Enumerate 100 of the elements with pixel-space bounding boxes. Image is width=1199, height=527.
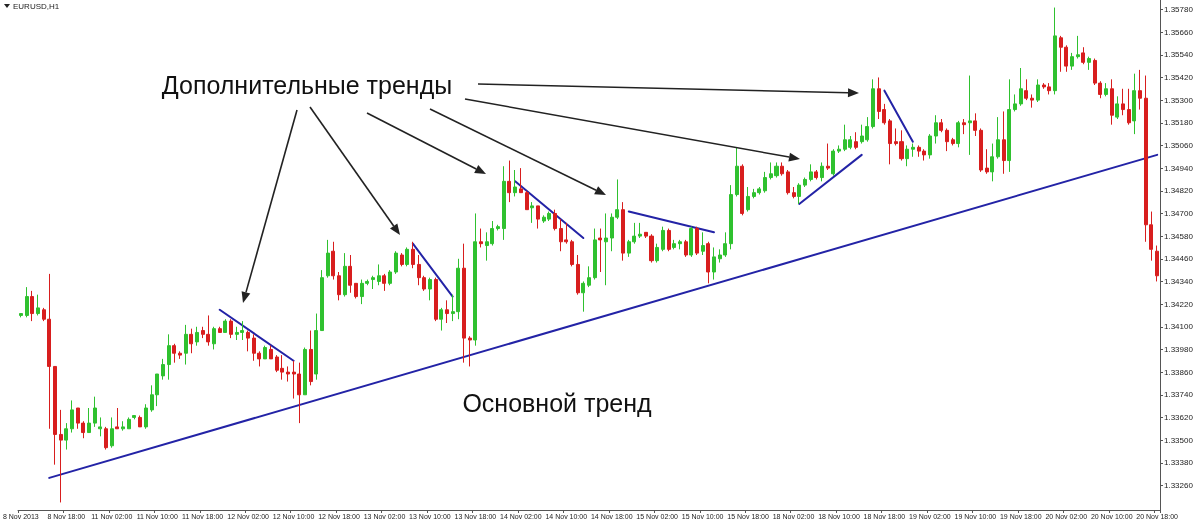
candlestick [30,290,34,322]
y-tick-label: 1.35660 [1164,27,1194,37]
y-tick-label: 1.34820 [1164,186,1194,196]
candlestick [934,114,938,145]
candlestick [1132,73,1136,135]
candlestick [581,280,585,313]
candlestick [184,324,188,366]
candlestick [1104,82,1108,97]
candlestick [667,228,671,252]
candlestick [996,116,1000,160]
candlestick [1127,88,1131,126]
candlestick [1013,93,1017,112]
candlestick [598,228,602,273]
candlestick [672,239,676,250]
candlestick [98,416,102,437]
candlestick [792,186,796,199]
y-tick-label: 1.34580 [1164,231,1194,241]
candlestick [871,78,875,129]
candlestick [712,246,716,281]
y-tick-label: 1.33620 [1164,412,1194,422]
y-tick-label: 1.33260 [1164,480,1194,490]
candlestick [309,330,313,386]
candlestick [939,118,943,133]
candlestick [303,347,307,396]
candlestick [888,118,892,165]
candlestick [468,335,472,367]
y-tick-label: 1.34940 [1164,163,1194,173]
candlestick [1076,35,1080,60]
candlestick [64,422,68,451]
candlestick [945,127,949,152]
candlestick [343,252,347,298]
candlestick [797,182,801,205]
candlestick [826,143,830,171]
candlestick [496,224,500,231]
candlestick [371,275,375,290]
y-tick-label: 1.33860 [1164,367,1194,377]
candlestick [428,277,432,301]
candlestick [837,144,841,154]
y-tick-label: 1.33740 [1164,390,1194,400]
y-tick-label: 1.35060 [1164,140,1194,150]
candlestick [530,201,534,224]
candlestick [968,75,972,156]
candlestick [706,241,710,284]
candlestick [661,226,665,252]
candlestick [786,169,790,196]
candlestick [928,133,932,160]
y-tick-label: 1.33380 [1164,458,1194,468]
candlestick [388,269,392,286]
candlestick [553,209,557,231]
candlestick [326,239,330,279]
candlestick [1121,88,1125,116]
y-tick-label: 1.33500 [1164,435,1194,445]
candlestick [809,163,813,182]
candlestick [161,358,165,381]
candlestick [1087,56,1091,71]
candlestick [127,416,131,430]
candlestick [377,263,381,286]
candlestick [479,228,483,248]
candlestick [189,328,193,354]
candlestick [19,313,23,318]
candlestick [320,269,324,332]
y-tick-label: 1.35540 [1164,50,1194,60]
candlestick [382,273,386,292]
candlestick [1030,93,1034,109]
candlestick [405,246,409,267]
candlestick [803,177,807,188]
y-tick-label: 1.34340 [1164,276,1194,286]
candlestick [951,137,955,146]
candlestick [87,407,91,434]
candlestick [1070,52,1074,71]
candlestick [1138,69,1142,111]
candlestick [1036,78,1040,103]
candlestick [701,231,705,256]
candlestick [348,254,352,294]
candlestick [905,144,909,167]
candlestick [138,415,142,428]
chart-title: EURUSD,H1 [13,2,60,11]
candlestick [331,241,335,281]
candlestick [434,277,438,322]
candlestick [59,409,63,503]
y-tick-label: 1.34700 [1164,208,1194,218]
candlestick [780,161,784,177]
candlestick [735,146,739,197]
candlestick [167,333,171,381]
candlestick [25,286,29,318]
candlestick [1110,78,1114,126]
y-tick-label: 1.34100 [1164,322,1194,332]
candlestick [93,396,97,428]
candlestick [746,186,750,213]
candlestick [985,148,989,175]
y-tick-label: 1.34460 [1164,254,1194,264]
candlestick [104,426,108,451]
y-tick-label: 1.33980 [1164,344,1194,354]
candlestick [684,239,688,258]
candlestick [53,365,57,466]
candlestick [536,205,540,230]
candlestick [132,415,136,420]
candlestick [229,318,233,339]
y-tick-label: 1.35300 [1164,95,1194,105]
candlestick [604,212,608,286]
